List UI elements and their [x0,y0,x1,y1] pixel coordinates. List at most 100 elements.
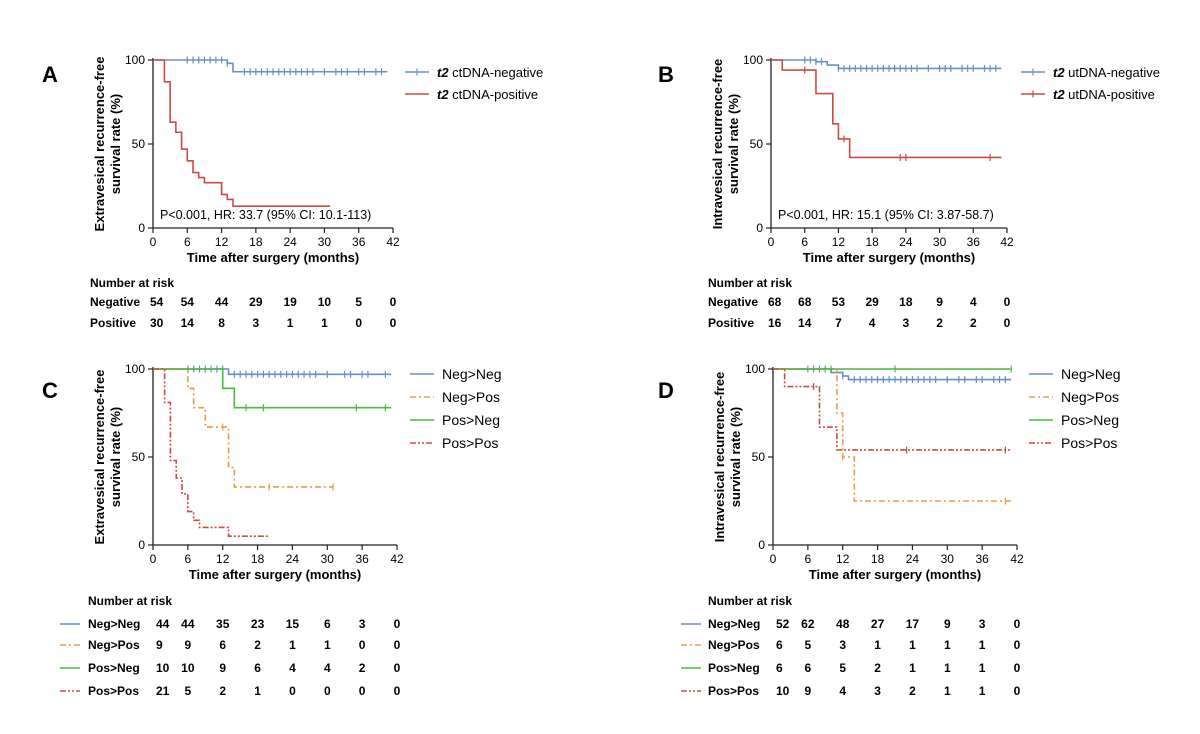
x-tick-label: 18 [251,552,265,566]
survival-curve [773,368,1012,502]
survival-curve [773,368,1012,451]
survival-curve [153,368,392,409]
series-t2-utdna-positive [771,59,1002,161]
risk-value: 2 [359,661,366,675]
risk-value: 53 [832,295,846,309]
x-tick-label: 12 [836,552,850,566]
risk-value: 1 [979,638,986,652]
risk-table-title: Number at risk [708,276,792,290]
series-t2-utdna-negative [771,56,1002,72]
risk-value: 3 [903,316,910,330]
series-neg-pos [153,368,334,491]
risk-value: 9 [944,617,951,631]
risk-row-label: Neg>Neg [88,617,140,631]
x-tick-label: 42 [390,552,404,566]
x-tick-label: 6 [805,552,812,566]
risk-value: 6 [805,661,812,675]
survival-curve [153,368,270,537]
legend-label: t2 utDNA-positive [1053,87,1155,102]
risk-table-title: Number at risk [708,594,792,608]
x-tick-label: 6 [801,235,808,249]
risk-value: 44 [215,295,229,309]
risk-value: 0 [394,661,401,675]
risk-value: 10 [181,661,195,675]
risk-value: 68 [768,295,782,309]
risk-row-label: Negative [708,295,758,309]
series-t2-ctdna-positive [153,59,331,207]
risk-value: 0 [1004,316,1011,330]
risk-value: 30 [150,316,164,330]
risk-value: 0 [1014,638,1021,652]
risk-value: 21 [156,684,170,698]
risk-value: 10 [318,295,332,309]
risk-value: 5 [185,684,192,698]
risk-value: 17 [906,617,920,631]
risk-value: 2 [970,316,977,330]
risk-value: 29 [249,295,263,309]
y-tick-label: 0 [138,221,145,235]
legend-label: Pos>Neg [1061,412,1119,428]
x-tick-label: 6 [184,235,191,249]
x-tick-label: 42 [1000,235,1014,249]
risk-value: 23 [251,617,265,631]
risk-value: 0 [1014,617,1021,631]
risk-value: 1 [909,638,916,652]
x-tick-label: 36 [355,552,369,566]
risk-value: 6 [776,661,783,675]
x-tick-label: 12 [832,235,846,249]
legend-label: t2 ctDNA-positive [437,87,538,102]
x-tick-label: 30 [321,552,335,566]
risk-value: 14 [798,316,812,330]
x-tick-label: 18 [871,552,885,566]
legend-label: Neg>Neg [442,366,502,382]
series-neg-pos [773,368,1012,505]
risk-value: 4 [839,684,846,698]
risk-row-label: Pos>Pos [88,684,139,698]
x-tick-label: 36 [967,235,981,249]
x-tick-label: 12 [215,235,229,249]
x-tick-label: 30 [318,235,332,249]
survival-curve [153,368,334,488]
y-axis-label: Extravesical recurrence-freesurvival rat… [92,57,123,232]
risk-value: 3 [874,684,881,698]
risk-value: 7 [835,316,842,330]
stats-annotation: P<0.001, HR: 15.1 (95% CI: 3.87-58.7) [778,208,994,222]
y-tick-label: 100 [125,362,145,376]
risk-value: 62 [801,617,815,631]
x-axis-label: Time after surgery (months) [189,567,361,582]
risk-value: 0 [359,638,366,652]
legend-label: Neg>Pos [442,389,500,405]
risk-value: 0 [355,316,362,330]
y-tick-label: 100 [745,362,765,376]
series-pos-pos [153,368,270,537]
legend-label: Pos>Pos [442,435,498,451]
panel-letter: B [658,62,674,87]
x-tick-label: 24 [283,235,297,249]
risk-value: 68 [798,295,812,309]
x-tick-label: 0 [150,552,157,566]
risk-value: 9 [936,295,943,309]
risk-value: 44 [181,617,195,631]
x-tick-label: 24 [906,552,920,566]
risk-value: 2 [874,661,881,675]
risk-value: 0 [1014,661,1021,675]
risk-value: 14 [181,316,195,330]
risk-row-label: Pos>Neg [708,661,760,675]
risk-value: 0 [390,316,397,330]
risk-value: 5 [805,638,812,652]
survival-curve [771,59,1002,159]
risk-value: 1 [321,316,328,330]
risk-value: 9 [219,661,226,675]
risk-value: 0 [289,684,296,698]
risk-row-label: Neg>Neg [708,617,760,631]
risk-value: 4 [869,316,876,330]
risk-value: 29 [865,295,879,309]
risk-value: 2 [936,316,943,330]
risk-value: 1 [287,316,294,330]
x-tick-label: 0 [768,235,775,249]
